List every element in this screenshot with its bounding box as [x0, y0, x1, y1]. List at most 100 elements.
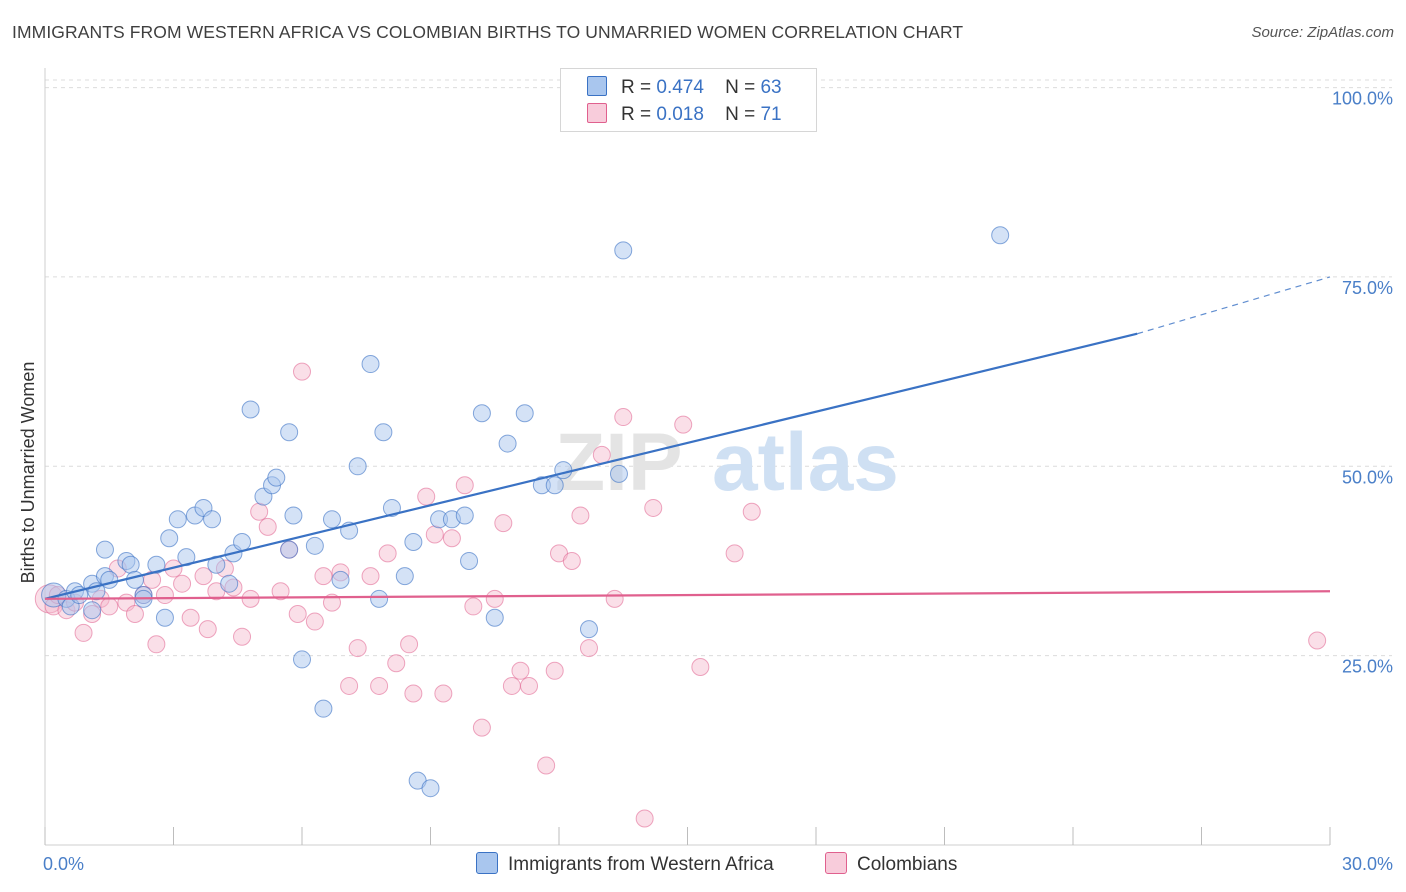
- colombians-point: [288, 604, 307, 623]
- axis-labels: 25.0% 50.0% 75.0% 100.0% 0.0% 30.0% Births to …: [18, 89, 1393, 874]
- colombians-point: [241, 589, 260, 608]
- colombians-point: [455, 476, 474, 495]
- legend-row-colombians: R = 0.018 N = 71: [587, 103, 782, 127]
- colombians-point: [464, 597, 483, 616]
- colombians-point: [194, 567, 213, 586]
- colombians-point: [442, 529, 461, 548]
- watermark-zip: ZIP: [555, 417, 683, 508]
- watermark: ZIP atlas: [555, 417, 899, 508]
- western-africa-point: [100, 570, 119, 589]
- colombians-point: [173, 574, 192, 593]
- western-africa-point: [374, 423, 393, 442]
- western-africa-point: [361, 355, 380, 374]
- western-africa-point: [991, 226, 1010, 245]
- western-africa-point: [322, 510, 341, 529]
- series-legend-colombians: Colombians: [825, 852, 957, 876]
- colombians-point: [322, 593, 341, 612]
- colombians-point: [417, 487, 436, 506]
- western-africa-point: [147, 555, 166, 574]
- western-africa-point: [460, 551, 479, 570]
- western-africa-point: [284, 506, 303, 525]
- colombians-point: [305, 612, 324, 631]
- blue-swatch-icon: [476, 852, 498, 874]
- colombians-point: [348, 639, 367, 658]
- western-africa-trend-line: [44, 332, 1138, 600]
- n-label: N =: [725, 77, 756, 98]
- colombians-point: [74, 623, 93, 642]
- colombians-point: [742, 502, 761, 521]
- western-africa-point: [293, 650, 311, 669]
- pink-swatch-icon: [587, 103, 607, 123]
- colombians-point: [400, 635, 419, 654]
- western-africa-point: [177, 548, 196, 567]
- colombians-point: [370, 676, 389, 695]
- colombians-point: [404, 684, 423, 703]
- colombians-point: [258, 517, 277, 536]
- colombians-point: [125, 604, 144, 623]
- x-tick-label-max: 30.0%: [1342, 854, 1393, 874]
- colombians-point: [155, 586, 174, 605]
- western-africa-point: [421, 779, 440, 798]
- colombians-point: [511, 661, 530, 680]
- western-africa-point: [370, 589, 389, 608]
- y-tick-label: 50.0%: [1342, 467, 1393, 487]
- colombians-point: [635, 809, 654, 828]
- western-africa-point: [382, 498, 401, 517]
- western-africa-point: [485, 608, 504, 627]
- n-value: 63: [760, 77, 782, 98]
- colombians-point: [387, 654, 406, 673]
- western-africa-point: [609, 464, 628, 483]
- correlation-legend: R = 0.474 N = 63 R = 0.018 N = 71: [560, 68, 817, 132]
- western-africa-point: [155, 608, 174, 627]
- colombians-point: [434, 684, 453, 703]
- colombians-point: [545, 661, 564, 680]
- colombians-point: [181, 608, 200, 627]
- r-label: R =: [621, 104, 652, 125]
- western-africa-point: [395, 567, 414, 586]
- western-africa-point: [305, 536, 324, 555]
- western-africa-point: [160, 529, 179, 548]
- western-africa-point: [220, 574, 239, 593]
- colombians-point: [494, 514, 513, 533]
- blue-swatch-icon: [587, 76, 607, 96]
- western-africa-trend-extension: [1137, 276, 1331, 335]
- colombians-point: [100, 597, 119, 616]
- chart-title: IMMIGRANTS FROM WESTERN AFRICA VS COLOMB…: [12, 22, 964, 42]
- colombians-point: [674, 415, 693, 434]
- colombians-point: [725, 544, 744, 563]
- western-africa-point: [498, 434, 517, 453]
- colombians-point: [314, 567, 333, 586]
- x-tick-label-min: 0.0%: [43, 854, 84, 874]
- western-africa-point: [121, 555, 140, 574]
- r-label: R =: [621, 77, 652, 98]
- watermark-atlas: atlas: [712, 417, 899, 508]
- colombians-point: [233, 627, 252, 646]
- colombians-point: [605, 589, 624, 608]
- colombians-point: [293, 362, 311, 381]
- colombians-point: [614, 408, 633, 427]
- colombians-point: [579, 639, 598, 658]
- western-africa-point: [280, 540, 299, 559]
- colombians-point: [472, 718, 491, 737]
- western-africa-point: [267, 468, 286, 487]
- western-africa-point: [331, 570, 350, 589]
- y-tick-label: 100.0%: [1332, 89, 1393, 109]
- colombians-point: [485, 589, 504, 608]
- western-africa-point: [614, 241, 633, 260]
- series-name: Immigrants from Western Africa: [508, 854, 774, 875]
- colombians-point: [250, 502, 269, 521]
- colombians-point: [340, 676, 359, 695]
- colombians-point: [691, 658, 710, 677]
- western-africa-point: [168, 510, 187, 529]
- western-africa-point: [125, 570, 144, 589]
- source-label: Source: ZipAtlas.com: [1251, 24, 1394, 41]
- legend-row-western-africa: R = 0.474 N = 63: [587, 76, 782, 100]
- western-africa-point: [241, 400, 260, 419]
- colombians-point: [502, 676, 521, 695]
- series-legend-western-africa: Immigrants from Western Africa: [476, 852, 774, 876]
- western-africa-point: [455, 506, 474, 525]
- western-africa-point: [515, 404, 534, 423]
- western-africa-point: [280, 423, 299, 442]
- series-name: Colombians: [857, 854, 958, 875]
- western-africa-point: [404, 533, 423, 552]
